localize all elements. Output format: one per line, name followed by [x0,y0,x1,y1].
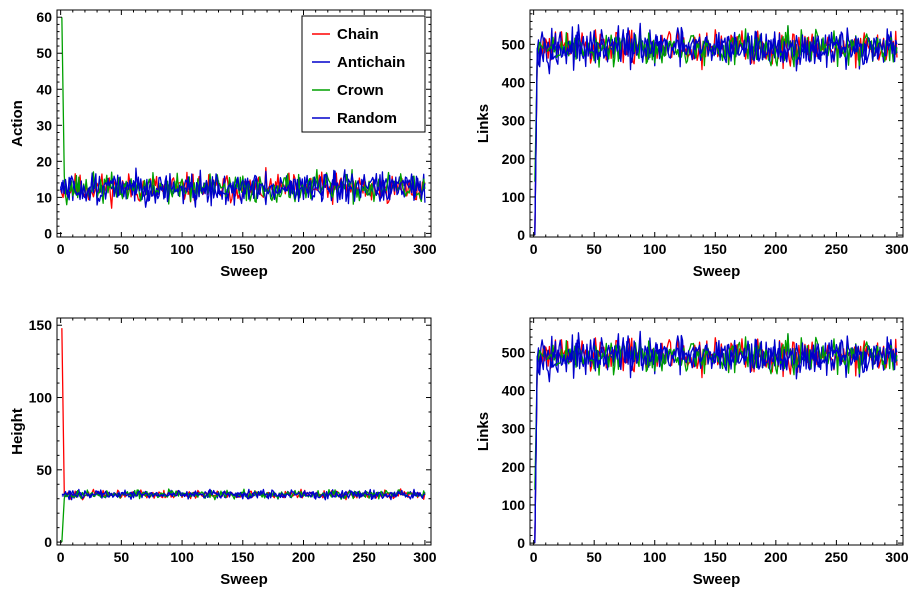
legend-box [301,15,426,133]
x-tick-label: 50 [586,241,602,257]
y-axis-label: Action [9,100,26,147]
y-tick-label: 400 [502,74,526,90]
y-tick-label: 400 [502,382,526,398]
x-tick-label: 100 [643,241,667,257]
x-tick-label: 300 [413,241,437,257]
x-tick-label: 200 [764,549,788,565]
x-tick-label: 150 [231,549,255,565]
x-tick-label: 200 [292,549,316,565]
series-group [61,328,426,543]
y-axis-label: Height [9,408,26,455]
y-tick-label: 500 [502,344,526,360]
chart-panel-2: 0 50 100 150 200 250 300 0 100 200 300 400 500 Sweep L… [475,9,909,280]
legend-label-chain: Chain [337,26,379,43]
x-tick-label: 150 [704,241,728,257]
y-tick-label: 0 [44,534,52,550]
series-line-antichain [534,333,898,544]
chart-panel-4: 0 50 100 150 200 250 300 0 100 200 300 400 500 Sweep L… [475,317,909,588]
x-tick-label: 100 [643,549,667,565]
series-line-random [534,22,898,236]
legend-label-random: Random [337,110,397,127]
legend-label-antichain: Antichain [337,54,405,71]
y-tick-label: 200 [502,459,526,475]
y-axis-label: Links [475,412,492,451]
chart-panel-1: 0 50 100 150 200 250 300 0 10 20 30 40 50 60 Sweep Acti… [9,9,437,280]
y-tick-label: 10 [36,189,52,205]
series-line-chain [61,328,426,501]
y-tick-label: 200 [502,151,526,167]
y-tick-label: 30 [36,117,52,133]
x-tick-label: 200 [764,241,788,257]
x-tick-label: 50 [114,549,130,565]
y-tick-label: 100 [29,390,53,406]
x-tick-label: 0 [57,241,65,257]
x-tick-label: 250 [353,549,377,565]
y-axis-label: Links [475,104,492,143]
x-tick-label: 250 [825,241,849,257]
x-tick-label: 250 [825,549,849,565]
chart-panel-3: 0 50 100 150 200 250 300 0 50 100 150 Sweep Height [9,317,437,588]
x-axis-label: Sweep [220,263,268,280]
y-tick-label: 500 [502,36,526,52]
y-tick-label: 40 [36,81,52,97]
series-line-chain [534,336,898,544]
x-tick-label: 150 [231,241,255,257]
x-tick-label: 0 [530,549,538,565]
x-tick-label: 50 [114,241,130,257]
x-tick-label: 300 [413,549,437,565]
series-group [59,17,426,209]
x-tick-label: 0 [57,549,65,565]
plot-frame [56,317,432,546]
series-group [534,22,898,236]
series-line-chain [534,28,898,236]
y-tick-label: 300 [502,421,526,437]
x-axis-label: Sweep [693,263,741,280]
x-tick-label: 300 [885,549,909,565]
plot-frame [56,9,432,238]
series-line-antichain [534,25,898,236]
series-group [534,330,898,544]
y-tick-label: 50 [36,45,52,61]
y-tick-label: 100 [502,189,526,205]
x-axis-label: Sweep [693,571,741,588]
series-line-random [534,330,898,544]
y-tick-label: 150 [29,317,53,333]
x-tick-label: 150 [704,549,728,565]
y-tick-label: 20 [36,153,52,169]
series-line-random [61,488,426,501]
x-tick-label: 300 [885,241,909,257]
x-tick-label: 250 [353,241,377,257]
y-tick-label: 0 [44,225,52,241]
x-tick-label: 0 [530,241,538,257]
legend: Chain Antichain Crown Random [301,15,426,133]
legend-label-crown: Crown [337,82,384,99]
x-tick-label: 100 [170,549,194,565]
plot-frame [529,9,904,238]
y-tick-label: 0 [517,535,525,551]
y-tick-label: 100 [502,497,526,513]
x-tick-label: 100 [170,241,194,257]
series-line-random [59,169,426,208]
x-axis-label: Sweep [220,571,268,588]
plot-frame [529,317,904,546]
x-tick-label: 50 [586,549,602,565]
y-tick-label: 0 [517,227,525,243]
y-tick-label: 60 [36,9,52,25]
y-tick-label: 50 [36,462,52,478]
x-tick-label: 200 [292,241,316,257]
y-tick-label: 300 [502,113,526,129]
